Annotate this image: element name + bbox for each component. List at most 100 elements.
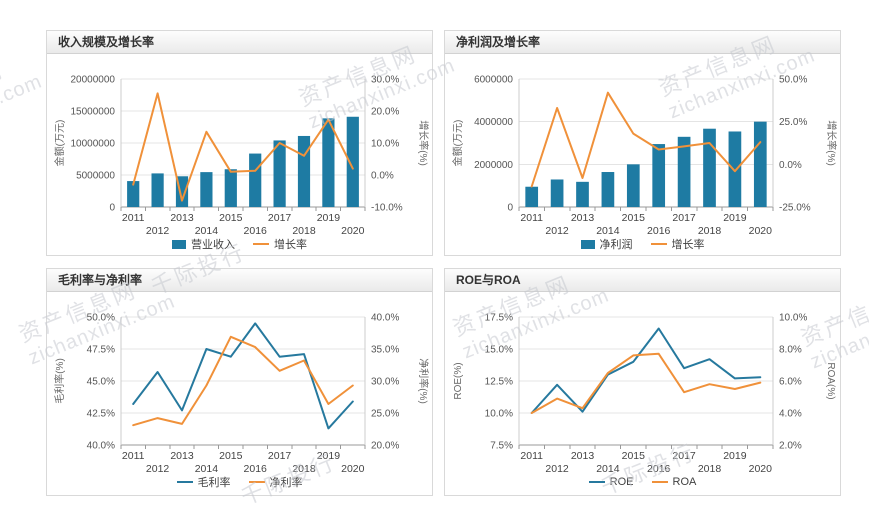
- svg-text:金额(万元): 金额(万元): [451, 120, 464, 167]
- panel-title-margins: 毛利率与净利率: [47, 269, 432, 292]
- svg-text:25.0%: 25.0%: [371, 409, 399, 420]
- svg-text:2011: 2011: [122, 212, 145, 224]
- panel-title-roe-roa: ROE与ROA: [445, 269, 840, 292]
- roe-roa-legend: ROE ROA: [445, 472, 840, 492]
- svg-text:2013: 2013: [170, 212, 194, 224]
- svg-text:2017: 2017: [672, 212, 696, 224]
- panel-net-profit-growth: 净利润及增长率 0 2000000 4000000 6000000 -25.0% 0.0%…: [444, 30, 841, 256]
- legend-item-net-profit-growth-1[interactable]: 增长率: [650, 236, 705, 252]
- svg-text:增长率(%): 增长率(%): [825, 120, 838, 166]
- bar-legend-swatch: [172, 239, 186, 249]
- panel-title-net-profit-growth: 净利润及增长率: [445, 31, 840, 54]
- svg-text:2015: 2015: [622, 212, 646, 224]
- svg-text:2015: 2015: [219, 450, 243, 462]
- svg-text:2015: 2015: [219, 212, 243, 224]
- svg-text:40.0%: 40.0%: [371, 313, 399, 324]
- svg-text:10000000: 10000000: [71, 139, 116, 150]
- legend-label: 净利率: [269, 477, 303, 489]
- svg-text:2013: 2013: [170, 450, 194, 462]
- svg-text:0: 0: [507, 203, 513, 214]
- svg-text:2020: 2020: [341, 463, 365, 472]
- svg-text:2014: 2014: [596, 463, 620, 472]
- watermark-site-url: zichanxinxi.com: [0, 70, 46, 150]
- svg-text:2012: 2012: [545, 225, 569, 234]
- revenue-growth-canvas: 0 5000000 10000000 15000000 20000000 -10.0% 0.…: [53, 75, 430, 238]
- svg-text:47.5%: 47.5%: [87, 345, 115, 356]
- svg-text:50.0%: 50.0%: [87, 313, 115, 324]
- legend-item-net-profit-growth-0[interactable]: 净利润: [580, 236, 633, 252]
- svg-text:2011: 2011: [520, 450, 543, 462]
- panel-title-text: 净利润及增长率: [456, 35, 541, 49]
- svg-text:10.0%: 10.0%: [779, 313, 807, 324]
- svg-text:30.0%: 30.0%: [371, 377, 399, 388]
- svg-text:-10.0%: -10.0%: [371, 203, 403, 214]
- svg-text:20.0%: 20.0%: [371, 107, 399, 118]
- svg-text:2013: 2013: [571, 450, 595, 462]
- legend-label: 增长率: [274, 239, 307, 251]
- svg-text:2016: 2016: [647, 463, 671, 472]
- line-legend-swatch: [651, 481, 668, 483]
- svg-text:5000000: 5000000: [76, 171, 115, 182]
- svg-text:7.5%: 7.5%: [490, 441, 513, 452]
- legend-item-margins-1[interactable]: 净利率: [248, 474, 303, 490]
- svg-text:10.0%: 10.0%: [485, 409, 513, 420]
- svg-text:40.0%: 40.0%: [87, 441, 115, 452]
- net-profit-growth-canvas: 0 2000000 4000000 6000000 -25.0% 0.0% 25.0% 50.…: [451, 75, 838, 238]
- legend-label: 毛利率: [197, 477, 231, 489]
- line-legend-swatch: [248, 481, 265, 483]
- revenue-growth-chart: 0 5000000 10000000 15000000 20000000 -10.0% 0.…: [47, 54, 432, 238]
- svg-text:50.0%: 50.0%: [779, 75, 807, 86]
- legend-label: 增长率: [671, 239, 705, 251]
- svg-text:20.0%: 20.0%: [371, 441, 399, 452]
- svg-text:2014: 2014: [596, 225, 620, 234]
- net-profit-growth-chart: 0 2000000 4000000 6000000 -25.0% 0.0% 25.0% 50.…: [445, 54, 840, 238]
- legend-item-revenue-growth-0[interactable]: 营业收入: [172, 236, 235, 252]
- margins-chart: 40.0% 42.5% 45.0% 47.5% 50.0% 20.0% 25.0% 30.0%…: [47, 292, 432, 476]
- svg-text:2017: 2017: [672, 450, 696, 462]
- legend-item-roe-roa-1[interactable]: ROA: [651, 476, 697, 488]
- roe-roa-chart: 7.5% 10.0% 12.5% 15.0% 17.5% 2.0% 4.0% 6.0% 8.0%…: [445, 292, 840, 476]
- legend-label: ROA: [672, 476, 697, 488]
- svg-text:42.5%: 42.5%: [87, 409, 115, 420]
- margins-legend: 毛利率 净利率: [47, 472, 432, 492]
- line-legend-swatch: [176, 481, 193, 483]
- svg-text:2011: 2011: [122, 450, 145, 462]
- svg-text:30.0%: 30.0%: [371, 75, 399, 86]
- svg-text:2014: 2014: [195, 225, 219, 234]
- legend-label: 净利润: [599, 239, 633, 251]
- svg-text:10.0%: 10.0%: [371, 139, 399, 150]
- svg-text:净利率(%): 净利率(%): [417, 358, 430, 404]
- svg-text:2000000: 2000000: [474, 160, 513, 171]
- svg-text:2019: 2019: [723, 212, 747, 224]
- svg-text:2011: 2011: [520, 212, 543, 224]
- panel-revenue-growth: 收入规模及增长率 0 5000000 10000000 15000000 2000000…: [46, 30, 433, 256]
- legend-item-roe-roa-0[interactable]: ROE: [588, 476, 634, 488]
- svg-text:8.0%: 8.0%: [779, 345, 802, 356]
- svg-text:2020: 2020: [749, 463, 773, 472]
- panel-title-text: 毛利率与净利率: [58, 273, 143, 287]
- svg-text:2015: 2015: [622, 450, 646, 462]
- svg-text:2018: 2018: [698, 225, 722, 234]
- svg-text:0.0%: 0.0%: [371, 171, 394, 182]
- legend-item-revenue-growth-1[interactable]: 增长率: [253, 236, 307, 252]
- svg-text:15.0%: 15.0%: [485, 345, 513, 356]
- watermark-site-name: 资产信息网: [0, 57, 8, 128]
- svg-text:6000000: 6000000: [474, 75, 513, 86]
- panel-title-text: 收入规模及增长率: [58, 35, 155, 49]
- svg-text:2019: 2019: [317, 450, 341, 462]
- svg-text:2018: 2018: [292, 225, 316, 234]
- svg-text:2020: 2020: [341, 225, 365, 234]
- line-legend-swatch: [650, 243, 667, 245]
- svg-text:12.5%: 12.5%: [485, 377, 513, 388]
- svg-text:20000000: 20000000: [71, 75, 116, 86]
- svg-text:ROE(%): ROE(%): [453, 362, 464, 399]
- svg-text:4.0%: 4.0%: [779, 409, 802, 420]
- svg-text:2017: 2017: [268, 212, 292, 224]
- svg-text:2020: 2020: [749, 225, 773, 234]
- legend-item-margins-0[interactable]: 毛利率: [176, 474, 231, 490]
- legend-label: ROE: [609, 476, 634, 488]
- roe-roa-canvas: 7.5% 10.0% 12.5% 15.0% 17.5% 2.0% 4.0% 6.0% 8.0%…: [453, 313, 836, 476]
- svg-text:4000000: 4000000: [474, 117, 513, 128]
